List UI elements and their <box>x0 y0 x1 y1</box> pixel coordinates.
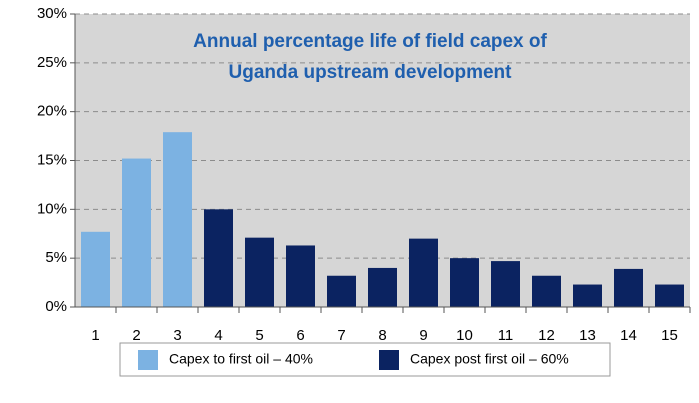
x-tick-label: 3 <box>173 327 181 344</box>
bar <box>327 275 356 307</box>
bar <box>81 231 110 307</box>
bar <box>245 237 274 307</box>
y-tick-label: 20% <box>37 103 67 120</box>
bar <box>450 258 479 307</box>
y-tick-label: 0% <box>45 298 67 315</box>
chart-title: Uganda upstream development <box>229 62 513 83</box>
x-tick-label: 12 <box>538 327 555 344</box>
y-tick-label: 25% <box>37 54 67 71</box>
y-tick-label: 5% <box>45 249 67 266</box>
y-tick-label: 30% <box>37 5 67 22</box>
bar <box>204 209 233 307</box>
x-tick-label: 8 <box>378 327 386 344</box>
x-tick-label: 1 <box>91 327 99 344</box>
x-tick-label: 4 <box>214 327 222 344</box>
bar <box>573 284 602 307</box>
x-tick-label: 5 <box>255 327 263 344</box>
chart-title: Annual percentage life of field capex of <box>193 31 547 52</box>
legend-swatch <box>379 350 399 370</box>
y-tick-label: 15% <box>37 151 67 168</box>
bar <box>368 267 397 307</box>
x-tick-label: 14 <box>620 327 637 344</box>
bar <box>286 245 315 307</box>
bar <box>122 158 151 307</box>
x-tick-label: 7 <box>337 327 345 344</box>
x-tick-label: 13 <box>579 327 596 344</box>
bar <box>655 284 684 307</box>
bar <box>163 132 192 307</box>
legend-label: Capex to first oil – 40% <box>169 351 313 367</box>
legend-box <box>119 342 611 377</box>
x-tick-label: 6 <box>296 327 304 344</box>
legend-label: Capex post first oil – 60% <box>410 351 569 367</box>
x-tick-label: 9 <box>419 327 427 344</box>
bar <box>491 261 520 307</box>
x-tick-label: 15 <box>661 327 678 344</box>
y-tick-label: 10% <box>37 200 67 217</box>
x-tick-label: 11 <box>498 327 514 344</box>
bar <box>532 275 561 307</box>
legend-swatch <box>138 350 158 370</box>
bar <box>409 238 438 307</box>
x-tick-label: 2 <box>132 327 140 344</box>
bar <box>614 268 643 307</box>
x-tick-label: 10 <box>456 327 473 344</box>
